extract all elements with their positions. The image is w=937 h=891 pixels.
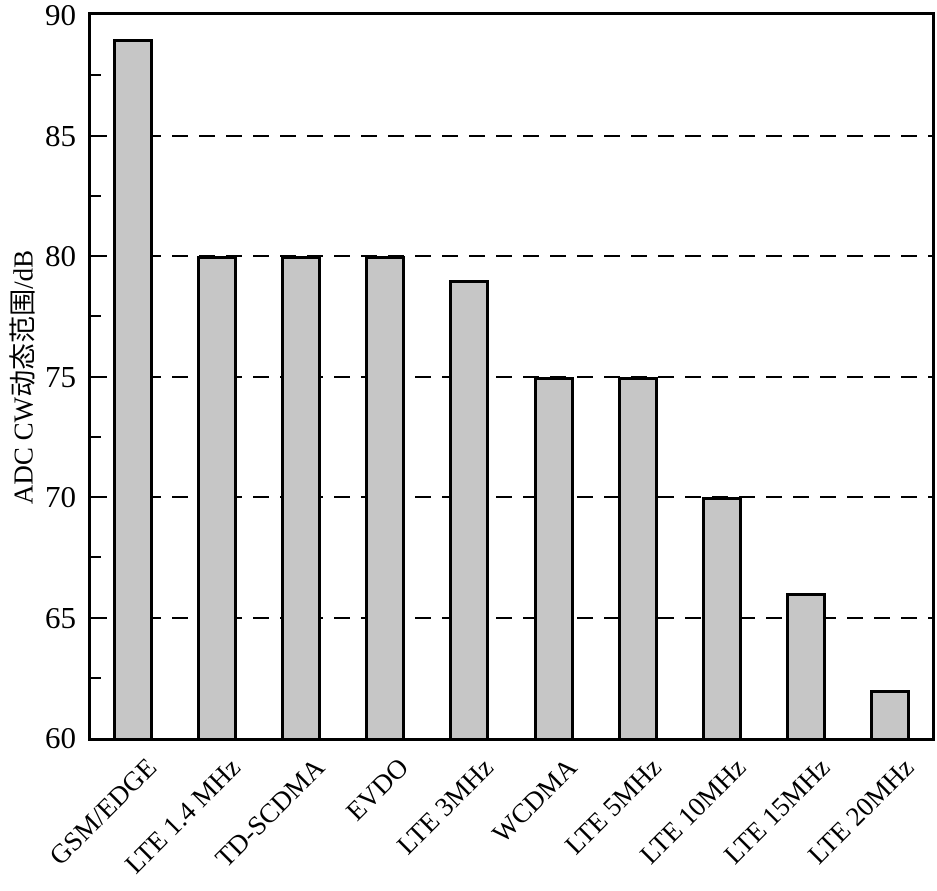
bar-LTE 5MHz xyxy=(617,376,658,738)
bar-GSM/EDGE xyxy=(113,39,154,738)
y-minor-tick xyxy=(91,676,101,679)
gridline-85 xyxy=(91,134,932,137)
y-minor-tick xyxy=(91,556,101,559)
bar-LTE 10MHz xyxy=(701,497,742,738)
bar-LTE 20MHz xyxy=(869,689,910,738)
y-minor-tick xyxy=(91,315,101,318)
bar-LTE 15MHz xyxy=(785,593,826,738)
y-minor-tick xyxy=(91,74,101,77)
plot-area xyxy=(88,12,935,741)
x-tick-label-EVDO: EVDO xyxy=(340,752,415,827)
bar-WCDMA xyxy=(533,376,574,738)
gridline-65 xyxy=(91,616,932,619)
gridline-80 xyxy=(91,255,932,257)
gridline-75 xyxy=(91,375,932,378)
y-tick-label-85: 85 xyxy=(45,117,76,153)
y-tick-label-65: 65 xyxy=(45,599,76,635)
y-minor-tick xyxy=(91,194,101,197)
y-axis-title: ADC CW动态范围/dB xyxy=(8,249,39,505)
y-tick-label-70: 70 xyxy=(45,479,76,514)
y-tick-label-90: 90 xyxy=(45,0,76,32)
y-tick-label-60: 60 xyxy=(45,720,76,755)
bar-TD-SCDMA xyxy=(281,256,322,738)
bar-EVDO xyxy=(365,256,406,738)
y-tick-label-75: 75 xyxy=(45,358,76,394)
y-minor-tick xyxy=(91,435,101,438)
bar-LTE 1.4 MHz xyxy=(197,256,238,738)
y-tick-label-80: 80 xyxy=(45,238,76,273)
bar-LTE 3MHz xyxy=(449,280,490,738)
gridline-70 xyxy=(91,496,932,498)
